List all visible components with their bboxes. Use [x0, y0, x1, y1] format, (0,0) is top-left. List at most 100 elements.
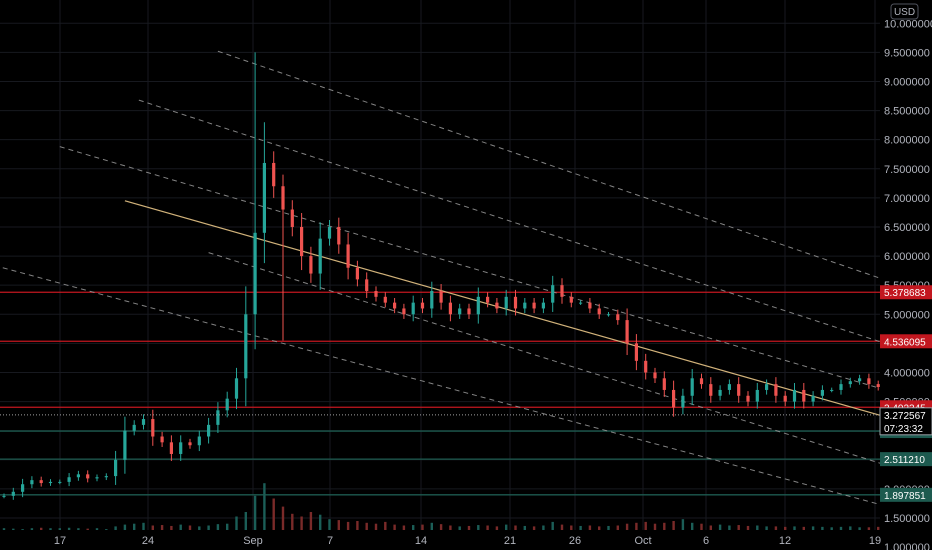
candle-body	[532, 302, 536, 309]
x-tick-label: 26	[569, 535, 581, 547]
volume-bar	[560, 524, 564, 530]
candle-body	[737, 384, 741, 396]
volume-bar	[253, 495, 257, 530]
volume-bar	[309, 512, 313, 530]
candle-body	[281, 186, 285, 210]
candle-body	[718, 389, 722, 396]
volume-bar	[765, 526, 768, 530]
candle-body	[672, 389, 676, 408]
level-tag-resistance: 4.536095	[884, 337, 926, 348]
candle-body	[355, 267, 359, 280]
volume-bar	[681, 519, 685, 530]
candle-body	[151, 419, 155, 437]
volume-bar	[30, 528, 34, 530]
candle-body	[104, 476, 108, 478]
candle-body	[374, 291, 378, 297]
candle-body	[820, 389, 824, 396]
candle-body	[30, 480, 34, 485]
candle-body	[579, 302, 583, 304]
volume-bar	[756, 525, 759, 530]
candle-body	[755, 389, 759, 402]
volume-bar	[21, 529, 24, 530]
volume-bar	[653, 523, 657, 530]
volume-bar	[430, 522, 433, 530]
y-tick-label: 1.500000	[884, 513, 930, 525]
candle-body	[95, 477, 99, 479]
candle-body	[541, 302, 545, 309]
x-tick-label: Sep	[243, 535, 263, 547]
volume-bar	[170, 525, 173, 530]
candle-body	[383, 296, 387, 303]
volume-bar	[700, 523, 703, 530]
volume-bar	[40, 527, 43, 530]
candle-body	[458, 308, 462, 315]
candle-body	[709, 384, 713, 396]
candle-body	[523, 302, 527, 309]
candle-body	[876, 384, 880, 388]
volume-bar	[774, 526, 778, 530]
volume-bar	[365, 522, 368, 530]
volume-bar	[588, 525, 592, 530]
candle-body	[123, 430, 127, 460]
volume-bar	[114, 526, 117, 530]
candle-body	[39, 480, 43, 484]
volume-bar	[2, 528, 6, 530]
candle-body	[300, 226, 304, 257]
volume-bar	[439, 524, 443, 530]
candle-body	[486, 296, 490, 303]
candle-body	[365, 279, 369, 292]
candle-body	[262, 162, 266, 233]
candle-body	[207, 424, 211, 437]
volume-bar	[839, 526, 843, 530]
y-tick-label: 6.000000	[884, 251, 930, 263]
y-tick-label: 7.000000	[884, 193, 930, 205]
y-tick-label: 5.000000	[884, 309, 930, 321]
candle-body	[569, 296, 573, 303]
candle-body	[662, 378, 666, 390]
candle-body	[216, 410, 220, 425]
candle-body	[76, 474, 80, 478]
volume-bar	[95, 528, 99, 530]
volume-bar	[811, 526, 815, 530]
volume-bar	[319, 514, 322, 530]
volume-bar	[458, 526, 461, 530]
candle-body	[783, 395, 787, 402]
candle-body	[234, 378, 239, 399]
volume-bar	[328, 519, 331, 530]
volume-bar	[663, 522, 666, 530]
candle-body	[476, 296, 480, 315]
volume-bar	[374, 523, 378, 530]
volume-bar	[105, 529, 108, 530]
volume-bar	[77, 528, 80, 530]
time-axis[interactable]	[0, 530, 932, 550]
candles	[2, 52, 927, 500]
volume-bar	[133, 523, 136, 530]
volume-bar	[337, 520, 340, 530]
volume-bar	[616, 525, 619, 530]
currency-badge[interactable]: USD	[890, 3, 919, 20]
candle-body	[653, 372, 657, 379]
candle-body	[309, 256, 313, 274]
candle-body	[802, 389, 806, 402]
candle-body	[588, 302, 592, 309]
candle-body	[848, 381, 852, 385]
x-axis-ticks: 17 24 Sep 7 14 21 26 Oct 6 12 19	[54, 535, 881, 547]
y-tick-label: 9.500000	[884, 47, 930, 59]
volume-bar	[198, 526, 201, 530]
y-tick-label: 8.500000	[884, 106, 930, 118]
x-tick-label: 12	[779, 535, 791, 547]
volume-bar	[356, 521, 359, 530]
volume-bar	[142, 522, 145, 530]
candle-body	[811, 395, 815, 402]
y-tick-label: 10.000000	[884, 18, 932, 30]
x-tick-label: 7	[327, 535, 333, 547]
candle-body	[58, 481, 62, 483]
volume-bar	[523, 525, 526, 530]
candle-body	[495, 302, 499, 309]
volume-bar	[830, 527, 833, 530]
volume-bar	[402, 525, 406, 530]
candle-body	[346, 244, 350, 268]
volume-bar	[346, 521, 350, 530]
volume-bar	[532, 526, 536, 530]
